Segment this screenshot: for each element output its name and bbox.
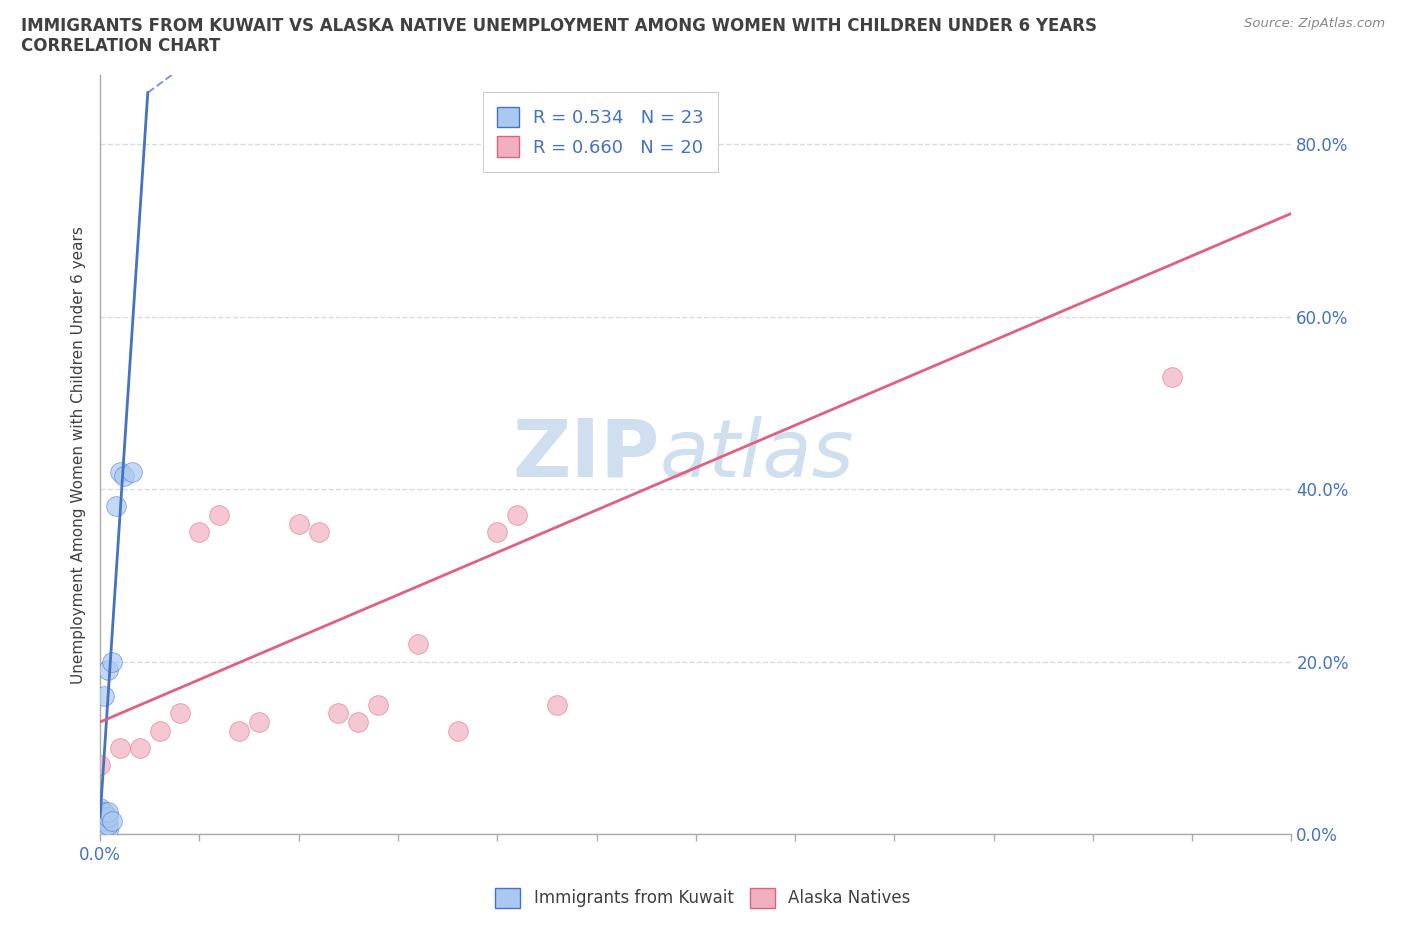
Point bbox=[89, 814, 111, 829]
Point bbox=[97, 818, 120, 833]
Point bbox=[406, 637, 429, 652]
Point bbox=[328, 706, 350, 721]
Point bbox=[347, 714, 370, 729]
Point bbox=[121, 465, 143, 480]
Point bbox=[93, 809, 115, 824]
Point bbox=[546, 698, 568, 712]
Point bbox=[101, 654, 124, 669]
Point bbox=[101, 814, 124, 829]
Point bbox=[97, 822, 120, 837]
Point bbox=[89, 818, 111, 833]
Point bbox=[486, 525, 509, 539]
Legend: R = 0.534   N = 23, R = 0.660   N = 20: R = 0.534 N = 23, R = 0.660 N = 20 bbox=[482, 92, 718, 172]
Y-axis label: Unemployment Among Women with Children Under 6 years: Unemployment Among Women with Children U… bbox=[72, 226, 86, 684]
Point bbox=[1161, 370, 1184, 385]
Point bbox=[97, 663, 120, 678]
Point bbox=[89, 805, 111, 820]
Point bbox=[89, 809, 111, 824]
Point bbox=[93, 689, 115, 704]
Point bbox=[108, 740, 131, 755]
Text: ZIP: ZIP bbox=[513, 416, 659, 494]
Text: atlas: atlas bbox=[659, 416, 855, 494]
Text: CORRELATION CHART: CORRELATION CHART bbox=[21, 37, 221, 55]
Point bbox=[97, 809, 120, 824]
Point bbox=[506, 508, 529, 523]
Point bbox=[308, 525, 330, 539]
Point bbox=[247, 714, 270, 729]
Point bbox=[97, 805, 120, 820]
Point bbox=[169, 706, 191, 721]
Point bbox=[89, 822, 111, 837]
Point bbox=[108, 465, 131, 480]
Point bbox=[149, 724, 172, 738]
Point bbox=[446, 724, 468, 738]
Point bbox=[93, 818, 115, 833]
Point bbox=[112, 469, 135, 484]
Point bbox=[287, 516, 309, 531]
Point bbox=[89, 758, 111, 773]
Text: Source: ZipAtlas.com: Source: ZipAtlas.com bbox=[1244, 17, 1385, 30]
Point bbox=[367, 698, 389, 712]
Point bbox=[93, 814, 115, 829]
Point bbox=[208, 508, 231, 523]
Point bbox=[228, 724, 250, 738]
Point bbox=[188, 525, 211, 539]
Text: IMMIGRANTS FROM KUWAIT VS ALASKA NATIVE UNEMPLOYMENT AMONG WOMEN WITH CHILDREN U: IMMIGRANTS FROM KUWAIT VS ALASKA NATIVE … bbox=[21, 17, 1097, 34]
Point bbox=[93, 822, 115, 837]
Point bbox=[89, 801, 111, 816]
Point bbox=[128, 740, 150, 755]
Legend: Immigrants from Kuwait, Alaska Natives: Immigrants from Kuwait, Alaska Natives bbox=[488, 882, 918, 914]
Point bbox=[93, 805, 115, 820]
Point bbox=[105, 499, 128, 514]
